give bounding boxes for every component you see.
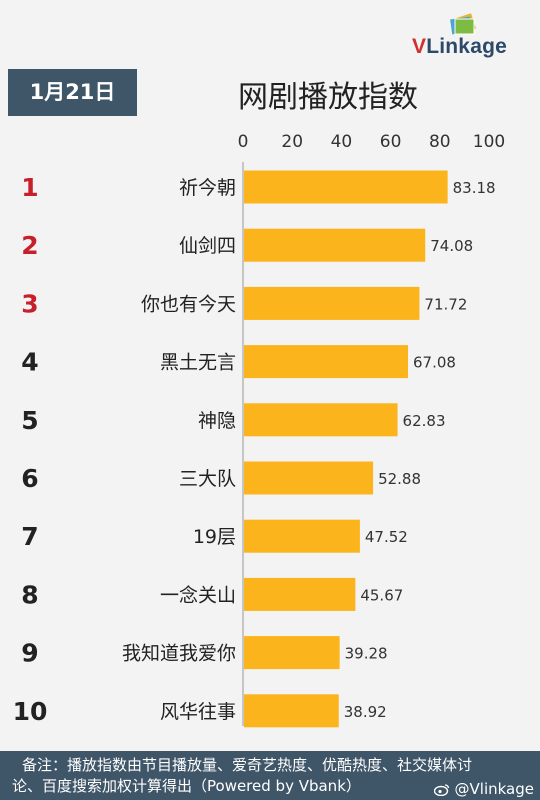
category-label: 你也有今天 (141, 293, 236, 315)
bar (244, 461, 374, 495)
bar (244, 636, 340, 670)
bar (244, 345, 409, 379)
bar (244, 694, 339, 728)
rank-number: 5 (21, 406, 38, 435)
vlinkage-logo: VLinkage (412, 10, 536, 60)
footer-note: 备注：播放指数由节目播放量、爱奇艺热度、优酷热度、社交媒体讨 论、百度搜索加权计… (0, 751, 540, 800)
bar (244, 228, 426, 262)
x-tick-label: 20 (281, 132, 303, 152)
category-label: 我知道我爱你 (122, 643, 236, 665)
bar (244, 286, 420, 320)
rank-number: 4 (21, 348, 38, 377)
bar (244, 403, 398, 437)
bar-value-label: 71.72 (424, 295, 467, 313)
bar-value-label: 74.08 (430, 237, 473, 255)
bar-value-label: 39.28 (345, 645, 388, 663)
x-tick-label: 40 (331, 132, 353, 152)
bar-chart: 0 20 40 60 80 100 83.18 祈今朝 1 74.08 仙剑四 2 71.72 你也有今天… (13, 132, 505, 728)
chart-title: 网剧播放指数 (238, 80, 418, 115)
cards-icon (450, 13, 476, 35)
weibo-icon (433, 784, 449, 797)
footer-line-2: 论、百度搜索加权计算得出（Powered by Vbank） (12, 777, 361, 795)
rank-number: 7 (21, 522, 38, 551)
bar (244, 170, 448, 204)
category-label: 祈今朝 (179, 177, 236, 199)
category-label: 19层 (193, 526, 236, 548)
rank-number: 10 (13, 697, 48, 726)
rank-number: 2 (21, 231, 38, 260)
rank-number: 6 (21, 464, 38, 493)
bar-value-label: 47.52 (365, 528, 408, 546)
x-tick-label: 60 (380, 132, 402, 152)
category-label: 黑土无言 (160, 352, 236, 374)
x-tick-label: 100 (473, 132, 505, 152)
bar-value-label: 45.67 (360, 586, 403, 604)
rank-number: 8 (21, 580, 38, 609)
category-label: 三大队 (179, 468, 236, 490)
weibo-watermark: @Vlinkage (433, 780, 534, 798)
rank-number: 1 (21, 173, 38, 202)
date-badge: 1月21日 (8, 69, 137, 116)
x-tick-label: 0 (238, 132, 249, 152)
category-label: 神隐 (198, 410, 236, 432)
bar-value-label: 83.18 (453, 179, 496, 197)
category-label: 风华往事 (160, 701, 236, 723)
bar-value-label: 62.83 (403, 412, 446, 430)
rank-number: 3 (21, 289, 38, 318)
category-label: 一念关山 (160, 583, 236, 606)
bar (244, 577, 356, 611)
bar (244, 519, 360, 553)
category-label: 仙剑四 (179, 235, 236, 257)
bar-value-label: 67.08 (413, 354, 456, 372)
bar-value-label: 38.92 (344, 703, 387, 721)
footer-line-1: 备注：播放指数由节目播放量、爱奇艺热度、优酷热度、社交媒体讨 (22, 756, 473, 774)
x-tick-label: 80 (429, 132, 451, 152)
bar-value-label: 52.88 (378, 470, 421, 488)
rank-number: 9 (21, 639, 38, 668)
